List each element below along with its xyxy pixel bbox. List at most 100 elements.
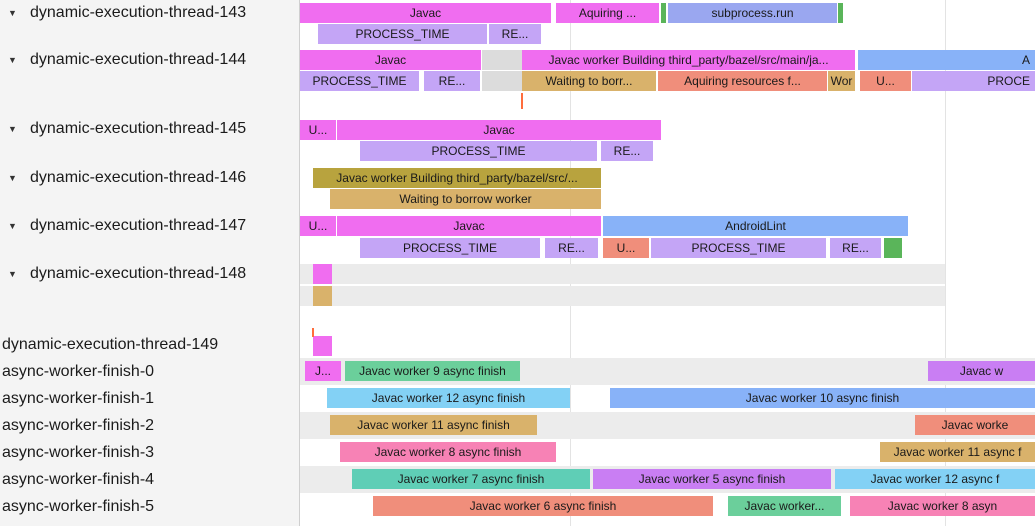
timeline-slice[interactable]: subprocess.run [668,3,837,23]
timeline-slice[interactable]: RE... [830,238,881,258]
sidebar-track-dynamic-execution-thread-147[interactable]: ▼ dynamic-execution-thread-147 [0,213,300,261]
timeline-slice[interactable]: AndroidLint [603,216,908,236]
track-name: async-worker-finish-1 [2,389,155,407]
slice-label: Javac [409,6,442,20]
collapse-arrow-icon[interactable]: ▼ [8,221,17,231]
sidebar-track-async-worker-finish-5[interactable]: async-worker-finish-5 [0,493,300,520]
timeline-slice[interactable]: U... [300,216,336,236]
slice-label: Javac worker Building third_party/bazel/… [336,171,578,185]
timeline-slice[interactable]: Javac [300,3,551,23]
timeline-slice[interactable]: PROCESS_TIME [360,141,597,161]
sidebar-track-async-worker-finish-4[interactable]: async-worker-finish-4 [0,466,300,493]
timeline-slice[interactable] [884,238,902,258]
slice-label: U... [876,74,895,88]
collapse-arrow-icon[interactable]: ▼ [8,55,17,65]
timeline-slice[interactable]: Javac [300,50,481,70]
timeline-slice[interactable]: U... [603,238,649,258]
sidebar-track-async-worker-finish-0[interactable]: async-worker-finish-0 [0,358,300,385]
slice-label: Javac worker 5 async finish [638,472,786,486]
timeline-slice[interactable]: Javac worker 8 async finish [340,442,556,462]
slice-label: PROCESS_TIME [431,144,526,158]
timeline-slice[interactable]: Javac w [928,361,1035,381]
slice-label: RE... [558,241,585,255]
timeline-canvas[interactable]: Javac Aquiring ... subprocess.run PROCESS_T… [300,0,1035,526]
gridline [945,0,946,526]
collapse-arrow-icon[interactable]: ▼ [8,269,17,279]
slice-label: Javac w [959,364,1004,378]
timeline-slice[interactable]: RE... [424,71,480,91]
instant-marker[interactable] [312,328,314,337]
timeline-slice[interactable]: PROCESS_TIME [300,71,419,91]
sidebar-track-async-worker-finish-2[interactable]: async-worker-finish-2 [0,412,300,439]
slice-label: PROCE [987,74,1030,88]
slice-label: RE... [842,241,869,255]
timeline-slice[interactable] [313,336,332,356]
sidebar-track-async-worker-finish-1[interactable]: async-worker-finish-1 [0,385,300,412]
track-name: async-worker-finish-5 [2,497,155,515]
timeline-slice[interactable]: Javac worker 5 async finish [593,469,831,489]
timeline-slice[interactable]: Wor [828,71,855,91]
timeline-slice[interactable] [313,264,332,284]
slice-label: PROCESS_TIME [312,74,407,88]
track-name: dynamic-execution-thread-147 [30,217,247,234]
timeline-slice[interactable]: Javac worker Building third_party/bazel/… [522,50,855,70]
sidebar-track-dynamic-execution-thread-143[interactable]: ▼ dynamic-execution-thread-143 [0,0,300,47]
timeline-slice[interactable]: U... [860,71,911,91]
slice-label: Javac worker 7 async finish [397,472,545,486]
timeline-slice[interactable]: PROCESS_TIME [651,238,826,258]
track-name: async-worker-finish-0 [2,362,155,380]
timeline-slice[interactable]: U... [300,120,336,140]
timeline-slice[interactable]: PROCESS_TIME [360,238,540,258]
timeline-slice[interactable]: A [858,50,1035,70]
timeline-slice[interactable]: Javac worker Building third_party/bazel/… [313,168,601,188]
timeline-slice[interactable]: Javac worker 6 async finish [373,496,713,516]
timeline-slice[interactable]: Waiting to borr... [522,71,656,91]
timeline-slice[interactable]: RE... [601,141,653,161]
timeline-slice[interactable]: Javac worke [915,415,1035,435]
slice-label: RE... [438,74,466,88]
timeline-slice[interactable]: Javac [337,216,601,236]
track-name: async-worker-finish-4 [2,470,155,488]
sidebar-track-async-worker-finish-3[interactable]: async-worker-finish-3 [0,439,300,466]
timeline-slice[interactable]: PROCE [912,71,1035,91]
track-name: async-worker-finish-3 [2,443,155,461]
slice-label: Javac worker 6 async finish [469,499,617,513]
sidebar-track-dynamic-execution-thread-146[interactable]: ▼ dynamic-execution-thread-146 [0,165,300,213]
timeline-slice[interactable] [482,50,522,70]
timeline-slice[interactable]: Javac [337,120,661,140]
timeline-slice[interactable] [482,71,522,91]
timeline-slice[interactable]: Javac worker 11 async finish [330,415,537,435]
timeline-slice[interactable]: Javac worker 7 async finish [352,469,590,489]
timeline-slice[interactable]: Aquiring ... [556,3,659,23]
timeline-slice[interactable]: Waiting to borrow worker [330,189,601,209]
timeline-slice[interactable]: PROCESS_TIME [318,24,487,44]
sidebar-track-dynamic-execution-thread-149[interactable]: dynamic-execution-thread-149 [0,332,300,358]
instant-marker[interactable] [521,93,523,109]
sidebar-track-dynamic-execution-thread-148[interactable]: ▼ dynamic-execution-thread-148 [0,261,300,332]
timeline-slice[interactable]: Javac worker 12 async f [835,469,1035,489]
timeline-slice[interactable] [313,286,332,306]
timeline-slice[interactable]: Aquiring resources f... [658,71,827,91]
sidebar-track-dynamic-execution-thread-145[interactable]: ▼ dynamic-execution-thread-145 [0,116,300,165]
timeline-slice[interactable]: Javac worker 10 async finish [610,388,1035,408]
collapse-arrow-icon[interactable]: ▼ [8,173,17,183]
track-name: dynamic-execution-thread-148 [30,265,247,282]
collapse-arrow-icon[interactable]: ▼ [8,124,17,134]
track-stripe-background [300,286,945,306]
timeline-slice[interactable]: Javac worker 12 async finish [327,388,570,408]
timeline-slice[interactable]: RE... [489,24,541,44]
sidebar-track-dynamic-execution-thread-144[interactable]: ▼ dynamic-execution-thread-144 [0,47,300,116]
slice-label: Javac [483,123,515,137]
slice-label: Javac worker 12 async finish [371,391,526,405]
slice-label: Javac worker 11 async finish [357,418,510,432]
timeline-slice[interactable]: Javac worker 9 async finish [345,361,520,381]
timeline-slice[interactable]: Javac worker 8 asyn [850,496,1035,516]
timeline-slice[interactable] [661,3,666,23]
collapse-arrow-icon[interactable]: ▼ [8,8,17,18]
timeline-slice[interactable]: J... [305,361,341,381]
timeline-slice[interactable]: Javac worker... [728,496,841,516]
timeline-slice[interactable] [838,3,843,23]
timeline-slice[interactable]: Javac worker 11 async f [880,442,1035,462]
timeline-slice[interactable]: RE... [545,238,598,258]
